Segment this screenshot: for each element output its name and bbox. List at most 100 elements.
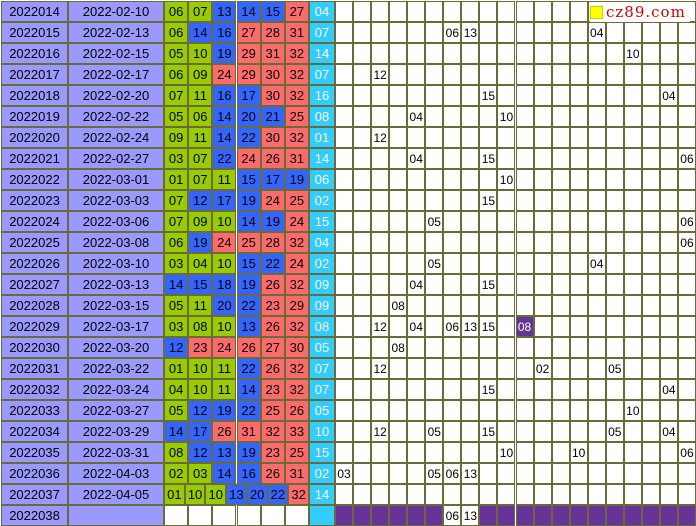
miss-cell — [623, 421, 642, 442]
miss-cell — [497, 421, 516, 442]
number-ball: 32 — [288, 484, 309, 505]
miss-cell — [605, 316, 624, 337]
back-ball: 07 — [309, 358, 335, 379]
miss-cell: 12 — [371, 316, 390, 337]
miss-cell — [533, 421, 552, 442]
number-ball: 14 — [212, 463, 237, 484]
miss-cell — [677, 463, 696, 484]
miss-cell — [461, 211, 480, 232]
miss-cell: 05 — [425, 253, 444, 274]
miss-cell — [353, 316, 372, 337]
miss-cell — [551, 316, 570, 337]
miss-cell — [497, 400, 516, 421]
miss-cell — [407, 505, 426, 526]
miss-cell — [425, 379, 444, 400]
miss-cell — [551, 85, 570, 106]
issue-cell: 2022029 — [1, 316, 68, 337]
miss-cell: 06 — [443, 22, 462, 43]
miss-cell — [587, 421, 606, 442]
miss-cell — [515, 400, 534, 421]
miss-cell — [335, 148, 354, 169]
miss-cell — [407, 1, 426, 22]
miss-cell — [389, 379, 408, 400]
date-cell: 2022-02-13 — [68, 22, 164, 43]
number-ball: 12 — [164, 337, 189, 358]
miss-cell — [497, 337, 516, 358]
miss-cell — [389, 190, 408, 211]
date-cell: 2022-03-10 — [68, 253, 164, 274]
miss-cell — [425, 1, 444, 22]
miss-cell — [371, 22, 390, 43]
miss-cell — [623, 22, 642, 43]
miss-cell: 06 — [443, 505, 462, 526]
miss-cell — [641, 22, 660, 43]
miss-cell — [641, 421, 660, 442]
number-ball: 20 — [236, 106, 261, 127]
miss-cell — [371, 43, 390, 64]
number-ball: 32 — [284, 232, 309, 253]
number-ball: 09 — [188, 211, 213, 232]
miss-cell — [497, 484, 516, 505]
miss-cell — [443, 43, 462, 64]
miss-cell — [551, 442, 570, 463]
miss-cell — [443, 190, 462, 211]
miss-cell — [425, 232, 444, 253]
miss-cell — [407, 358, 426, 379]
miss-cell — [497, 1, 516, 22]
miss-cell — [443, 127, 462, 148]
miss-cell — [605, 127, 624, 148]
miss-cell — [569, 505, 588, 526]
miss-cell — [443, 274, 462, 295]
miss-cell — [587, 64, 606, 85]
miss-cell — [605, 64, 624, 85]
miss-cell — [677, 64, 696, 85]
miss-cell — [461, 253, 480, 274]
number-ball: 19 — [236, 274, 261, 295]
miss-cell — [551, 64, 570, 85]
miss-cell — [677, 421, 696, 442]
issue-cell: 2022020 — [1, 127, 68, 148]
miss-cell — [443, 85, 462, 106]
number-ball: 28 — [260, 232, 285, 253]
miss-cell — [569, 379, 588, 400]
number-ball: 11 — [212, 379, 237, 400]
miss-cell — [587, 274, 606, 295]
miss-cell — [497, 316, 516, 337]
miss-cell — [389, 106, 408, 127]
miss-cell — [551, 190, 570, 211]
number-ball: 24 — [236, 148, 261, 169]
miss-cell — [479, 22, 498, 43]
miss-cell — [605, 400, 624, 421]
number-ball: 22 — [267, 484, 289, 505]
number-ball: 14 — [164, 274, 189, 295]
number-ball: 06 — [164, 1, 189, 22]
miss-cell — [461, 190, 480, 211]
miss-cell — [353, 232, 372, 253]
miss-cell — [371, 484, 390, 505]
miss-cell — [497, 379, 516, 400]
logo-square-icon — [590, 5, 603, 19]
miss-cell — [677, 106, 696, 127]
miss-cell — [659, 316, 678, 337]
miss-cell: 15 — [479, 190, 498, 211]
number-ball: 26 — [260, 463, 285, 484]
miss-cell — [389, 484, 408, 505]
miss-cell — [659, 127, 678, 148]
miss-cell — [389, 64, 408, 85]
number-ball: 10 — [212, 316, 237, 337]
miss-cell — [641, 442, 660, 463]
miss-cell — [335, 85, 354, 106]
miss-cell — [551, 43, 570, 64]
miss-cell — [515, 211, 534, 232]
miss-cell — [461, 274, 480, 295]
miss-cell — [425, 22, 444, 43]
number-ball: 30 — [260, 64, 285, 85]
miss-cell — [371, 211, 390, 232]
miss-cell: 06 — [443, 316, 462, 337]
miss-cell — [587, 295, 606, 316]
number-ball: 20 — [212, 295, 237, 316]
miss-cell — [623, 358, 642, 379]
back-ball: 14 — [309, 43, 335, 64]
number-ball: 14 — [236, 379, 261, 400]
miss-cell — [623, 253, 642, 274]
